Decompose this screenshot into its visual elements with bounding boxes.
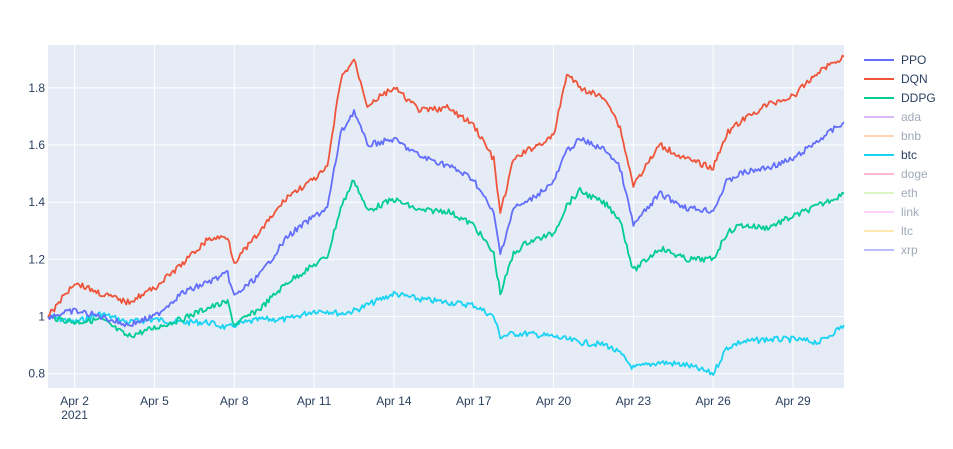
- legend-item-link[interactable]: link: [864, 205, 920, 219]
- series-line-dqn: [47, 54, 845, 318]
- y-tick-label: 0.8: [28, 367, 45, 381]
- legend-label: ltc: [901, 224, 913, 238]
- x-tick-label: Apr 5: [140, 394, 169, 408]
- x-tick-label: Apr 8: [220, 394, 249, 408]
- x-tick-label: Apr 26: [696, 394, 732, 408]
- legend-item-doge[interactable]: doge: [864, 167, 928, 181]
- x-tick-label: Apr 17: [456, 394, 492, 408]
- x-tick-sublabel: 2021: [61, 408, 88, 422]
- y-tick-label: 1.2: [28, 252, 45, 266]
- x-tick-label: Apr 20: [536, 394, 572, 408]
- legend-item-ppo[interactable]: PPO: [864, 53, 926, 67]
- y-tick-label: 1.4: [28, 195, 45, 209]
- legend-label: link: [901, 205, 920, 219]
- legend-item-bnb[interactable]: bnb: [864, 129, 921, 143]
- plot-background: [48, 45, 844, 388]
- legend-item-ada[interactable]: ada: [864, 110, 921, 124]
- x-tick-label: Apr 2: [60, 394, 89, 408]
- series-lines: [47, 54, 845, 376]
- legend-label: bnb: [901, 129, 921, 143]
- series-line-btc: [47, 290, 845, 376]
- legend-label: DQN: [901, 72, 928, 86]
- x-tick-label: Apr 14: [376, 394, 412, 408]
- legend[interactable]: PPO DQN DDPG ada bnb btc doge eth link ltc xrp: [864, 53, 936, 257]
- legend-item-ltc[interactable]: ltc: [864, 224, 913, 238]
- x-gridlines: [74, 45, 794, 388]
- legend-label: xrp: [901, 243, 918, 257]
- legend-item-dqn[interactable]: DQN: [864, 72, 928, 86]
- legend-label: ada: [901, 110, 921, 124]
- x-tick-label: Apr 29: [775, 394, 811, 408]
- series-line-ppo: [47, 109, 845, 328]
- legend-item-eth[interactable]: eth: [864, 186, 918, 200]
- x-tick-label: Apr 23: [616, 394, 652, 408]
- legend-item-ddpg[interactable]: DDPG: [864, 91, 936, 105]
- legend-item-btc[interactable]: btc: [864, 148, 917, 162]
- legend-label: PPO: [901, 53, 926, 67]
- legend-label: eth: [901, 186, 918, 200]
- legend-item-xrp[interactable]: xrp: [864, 243, 918, 257]
- legend-label: btc: [901, 148, 917, 162]
- y-tick-label: 1.6: [28, 138, 45, 152]
- y-tick-label: 1: [38, 310, 45, 324]
- series-line-ddpg: [47, 179, 845, 339]
- x-tick-label: Apr 11: [297, 394, 332, 408]
- legend-label: doge: [901, 167, 928, 181]
- legend-label: DDPG: [901, 91, 936, 105]
- y-axis-tick-labels: 0.8 1 1.2 1.4 1.6 1.8: [28, 81, 45, 381]
- y-tick-label: 1.8: [28, 81, 45, 95]
